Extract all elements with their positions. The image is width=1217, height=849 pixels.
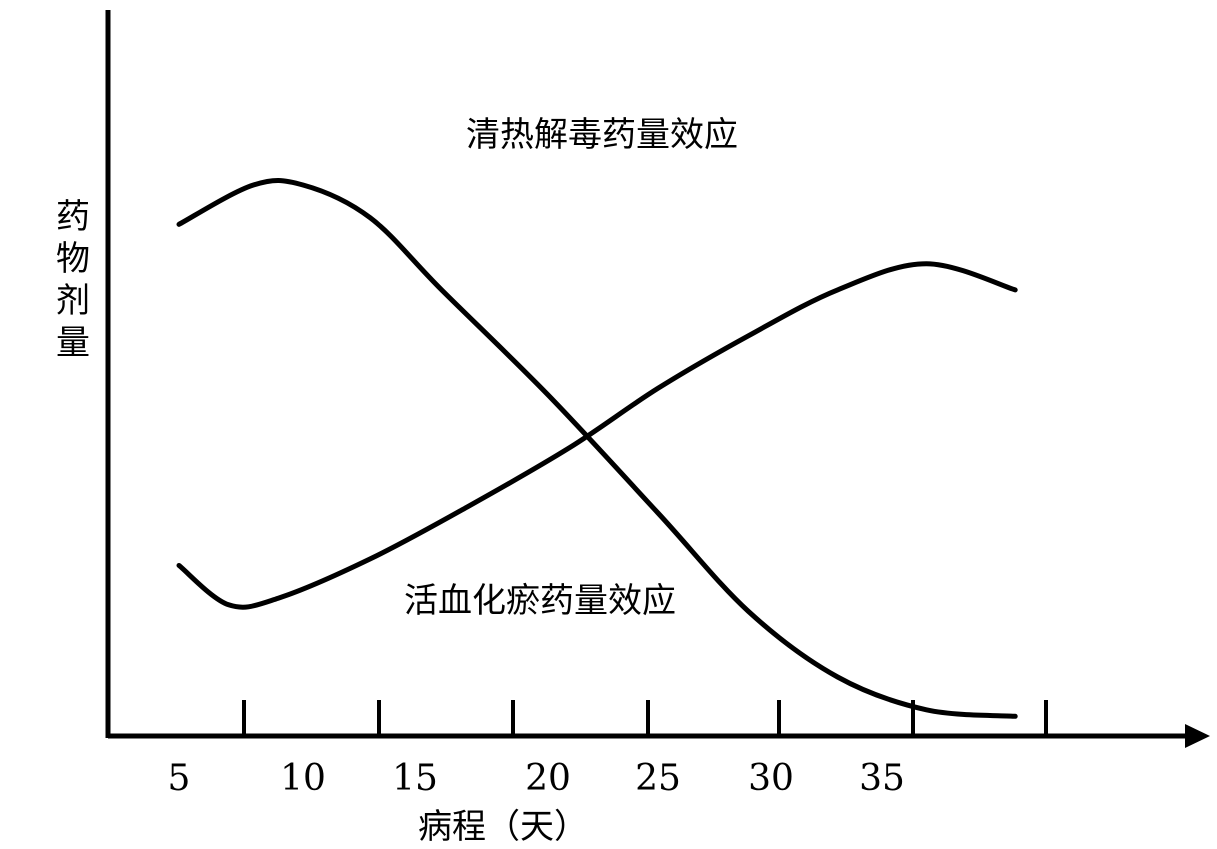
series-line-heat-clearing (176, 177, 1018, 719)
x-tick-label: 15 (392, 758, 438, 799)
x-tick-labels: 5 10 15 20 25 30 35 (168, 758, 905, 799)
y-axis-title-char: 物 (56, 239, 90, 279)
y-axis-title-char: 量 (56, 323, 90, 363)
x-tick-label: 25 (635, 758, 681, 799)
x-axis-arrow-icon (1185, 724, 1210, 748)
y-axis-title-char: 剂 (56, 281, 90, 321)
x-tick-label: 20 (525, 758, 571, 799)
series-label-blood-activating: 活血化瘀药量效应 (404, 581, 676, 621)
x-tick-label: 5 (168, 758, 191, 799)
x-tick-label: 30 (748, 758, 794, 799)
series-label-heat-clearing: 清热解毒药量效应 (466, 115, 738, 155)
x-ticks (242, 700, 1048, 736)
series-line-blood-activating (176, 261, 1018, 610)
x-tick-label: 35 (859, 758, 905, 799)
x-tick-label: 10 (280, 758, 326, 799)
x-axis-title: 病程（天） (418, 807, 588, 847)
y-axis-title: 药物剂量 (56, 197, 90, 363)
y-axis-title-char: 药 (56, 197, 90, 237)
